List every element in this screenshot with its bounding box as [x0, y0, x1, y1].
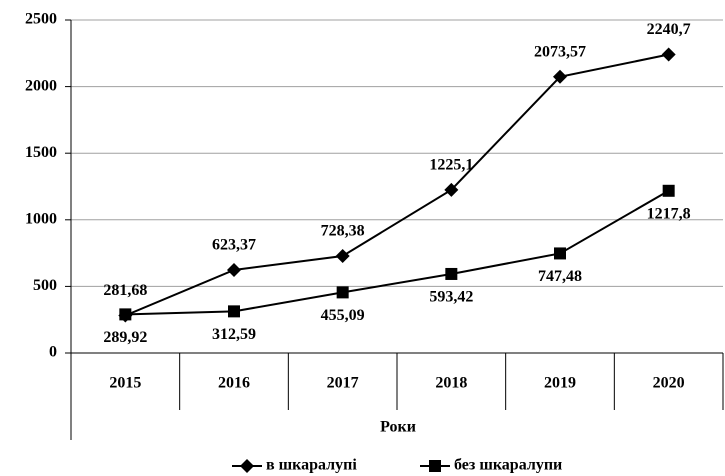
data-label: 281,68	[103, 282, 147, 299]
legend-label: в шкаралупі	[266, 457, 357, 474]
data-point	[661, 47, 676, 62]
data-point	[119, 308, 132, 321]
data-point	[335, 248, 350, 263]
data-point	[662, 184, 675, 197]
data-point	[445, 267, 458, 280]
data-label: 289,92	[103, 329, 147, 346]
y-tick-label: 2500	[25, 11, 57, 28]
x-tick-label: 2017	[327, 375, 359, 392]
x-tick-label: 2016	[218, 375, 250, 392]
x-tick-label: 2019	[544, 375, 576, 392]
x-axis-title: Роки	[380, 419, 416, 436]
legend-label: без шкаралупи	[454, 457, 562, 474]
data-label: 2073,57	[534, 43, 586, 60]
data-label: 455,09	[321, 307, 365, 324]
data-point	[554, 247, 566, 260]
data-point	[336, 286, 349, 299]
data-point	[553, 69, 567, 84]
series-line	[124, 53, 669, 317]
data-label: 747,48	[538, 268, 582, 285]
data-label: 623,37	[212, 237, 256, 254]
data-label: 1217,8	[647, 205, 691, 222]
legend-marker	[429, 460, 441, 472]
data-label: 312,59	[212, 326, 256, 343]
y-tick-label: 2000	[25, 77, 57, 94]
y-tick-label: 1500	[25, 144, 57, 161]
y-tick-label: 0	[49, 344, 57, 361]
data-point	[228, 305, 240, 318]
x-tick-label: 2020	[653, 375, 685, 392]
x-tick-label: 2015	[109, 375, 141, 392]
data-label: 728,38	[321, 223, 365, 240]
legend-marker	[240, 459, 254, 473]
y-tick-label: 500	[33, 277, 57, 294]
y-tick-label: 1000	[25, 210, 57, 227]
data-point	[227, 262, 241, 277]
data-label: 593,42	[429, 289, 473, 306]
data-label: 2240,7	[647, 21, 691, 38]
data-label: 1225,1	[429, 156, 473, 173]
series-line	[125, 189, 670, 316]
data-point	[444, 182, 459, 197]
x-tick-label: 2018	[435, 375, 467, 392]
